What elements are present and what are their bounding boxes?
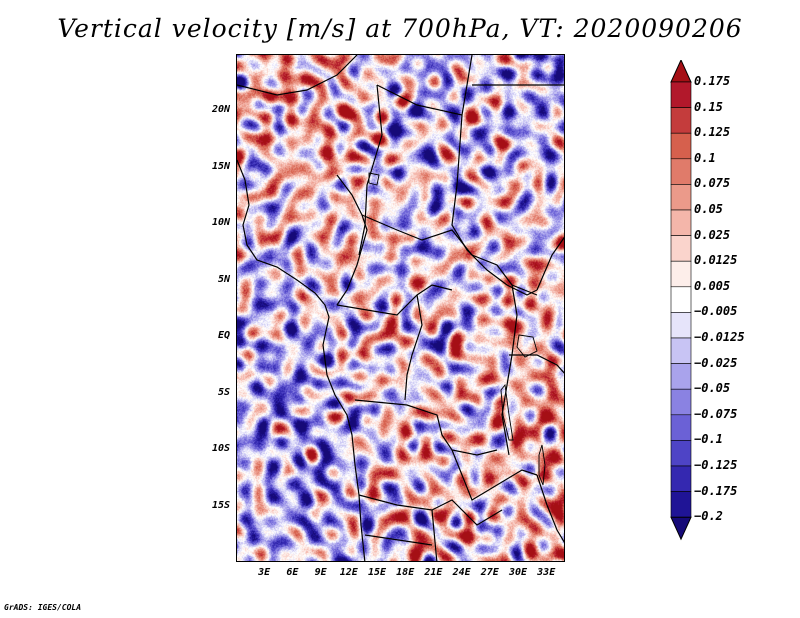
- lon-tick-label: 30E: [508, 567, 528, 578]
- colorbar-label: −0.025: [694, 355, 738, 370]
- border-angola-south: [358, 494, 503, 526]
- lat-tick-label: 5S: [217, 386, 230, 398]
- colorbar-segment: [670, 312, 692, 339]
- lon-tick-label: 24E: [452, 567, 471, 578]
- lake-malawi: [538, 444, 546, 486]
- colorbar-label: −0.05: [694, 381, 731, 396]
- border-chad-sudan: [451, 114, 538, 296]
- colorbar-label: 0.125: [694, 125, 731, 140]
- colorbar: [670, 60, 692, 541]
- colorbar-label: 0.005: [694, 278, 731, 293]
- colorbar-label: 0.15: [694, 99, 723, 114]
- lat-tick-label: 20N: [211, 104, 230, 116]
- west-coastline: [237, 159, 366, 561]
- vertical-velocity-field: [237, 55, 564, 561]
- colorbar-label: 0.025: [694, 227, 731, 242]
- lon-tick-label: 9E: [314, 567, 327, 578]
- colorbar-segment: [670, 465, 692, 492]
- lon-tick-label: 3E: [258, 567, 271, 578]
- border-drc-east: [501, 284, 518, 456]
- colorbar-label: 0.1: [694, 150, 716, 165]
- colorbar-segment: [670, 81, 692, 108]
- colorbar-min-arrow: [670, 516, 692, 541]
- colorbar-segment: [670, 184, 692, 211]
- lat-tick-label: 10S: [211, 443, 230, 455]
- lake-chad: [368, 172, 380, 186]
- colorbar-segment: [670, 209, 692, 236]
- colorbar-segment: [670, 440, 692, 467]
- border-niger-chad: [358, 84, 383, 256]
- map-title: Vertical velocity [m/s] at 700hPa, VT: 2…: [57, 14, 743, 43]
- colorbar-label: −0.075: [694, 406, 738, 421]
- lat-tick-label: 10N: [211, 217, 230, 229]
- lake-victoria: [516, 334, 538, 358]
- colorbar-segment: [670, 260, 692, 288]
- colorbar-label: −0.0125: [694, 330, 745, 344]
- border-zambia: [451, 449, 538, 501]
- lon-tick-label: 15E: [367, 567, 387, 578]
- colorbar-segment: [670, 363, 692, 390]
- border-car: [361, 214, 538, 296]
- lon-tick-label: 27E: [480, 567, 499, 578]
- country-boundaries: [237, 55, 564, 561]
- border-ethiopia: [536, 236, 564, 291]
- border-angola: [354, 399, 498, 456]
- lon-tick-label: 18E: [396, 567, 415, 578]
- lat-tick-label: 5N: [217, 273, 230, 285]
- border-drc-north: [404, 294, 423, 401]
- border-mozambique: [536, 474, 564, 543]
- colorbar-segment: [670, 235, 692, 262]
- lon-tick-label: 6E: [286, 567, 299, 578]
- grads-credit: GrADS: IGES/COLA: [4, 603, 82, 612]
- colorbar-segment: [670, 158, 692, 185]
- border-cameroon-congo: [336, 284, 453, 316]
- colorbar-segment: [670, 388, 692, 416]
- lat-tick-label: 15S: [211, 499, 230, 511]
- lon-tick-label: 33E: [537, 567, 556, 578]
- colorbar-segment: [670, 286, 692, 313]
- colorbar-label: −0.125: [694, 458, 738, 472]
- lake-tanganyika: [500, 383, 514, 441]
- colorbar-label: −0.175: [694, 483, 738, 498]
- map-panel: [236, 54, 565, 562]
- colorbar-segment: [670, 337, 692, 364]
- border-libya-chad: [376, 55, 473, 116]
- lon-tick-label: 12E: [339, 567, 358, 578]
- colorbar-label: 0.075: [694, 176, 731, 191]
- colorbar-segment: [670, 414, 692, 441]
- colorbar-label: −0.2: [694, 509, 723, 524]
- lon-tick-label: 21E: [424, 567, 443, 578]
- colorbar-label: 0.0125: [694, 253, 738, 268]
- border-tanzania: [509, 354, 564, 374]
- border-sahel-north: [237, 55, 358, 96]
- colorbar-label: 0.175: [694, 74, 731, 88]
- border-botswana: [431, 509, 438, 561]
- colorbar-segment: [670, 132, 692, 160]
- lat-tick-label: EQ: [217, 330, 230, 342]
- colorbar-segment: [670, 107, 692, 134]
- border-nigeria-cameroon: [336, 174, 368, 306]
- colorbar-label: −0.1: [694, 432, 723, 447]
- colorbar-label: 0.05: [694, 202, 723, 216]
- border-namibia-sa: [364, 534, 433, 546]
- colorbar-max-arrow: [670, 60, 692, 83]
- colorbar-label: −0.005: [694, 304, 738, 319]
- lat-tick-label: 15N: [211, 160, 230, 172]
- colorbar-segment: [670, 491, 692, 518]
